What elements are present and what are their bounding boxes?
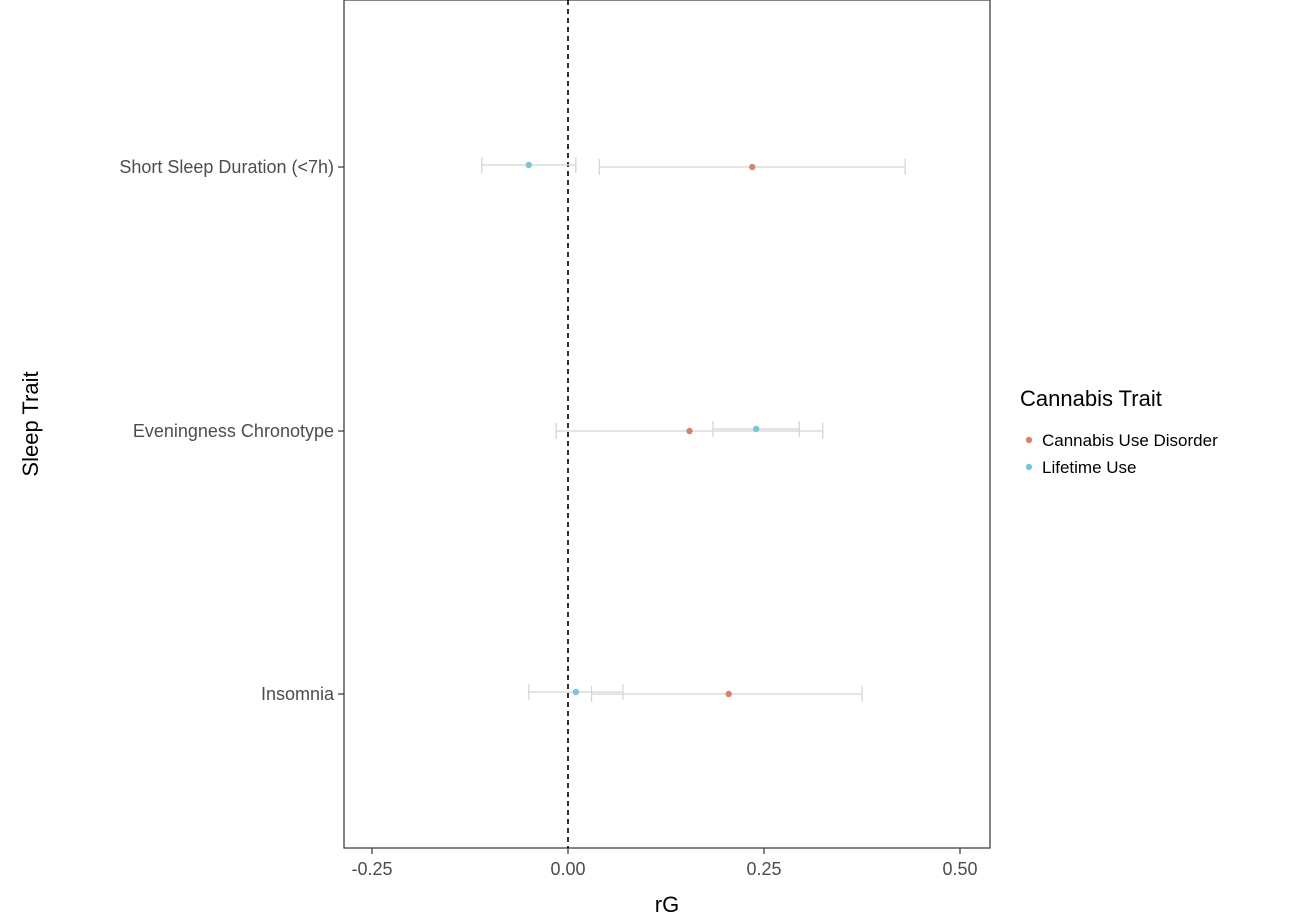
- x-axis-title: rG: [655, 892, 679, 917]
- point-cannabis-use-disorder: [749, 163, 756, 171]
- legend-label-cannabis-use-disorder: Cannabis Use Disorder: [1042, 431, 1218, 450]
- point-lifetime-use: [572, 688, 580, 696]
- y-axis-title: Sleep Trait: [18, 371, 43, 476]
- y-axis: Short Sleep Duration (<7h) Eveningness Ch…: [119, 157, 344, 704]
- legend-key-lifetime-use: [1025, 463, 1033, 471]
- x-tick-label: 0.50: [942, 859, 977, 879]
- point-lifetime-use: [525, 161, 532, 169]
- point-cannabis-use-disorder: [686, 427, 693, 435]
- y-tick-label: Eveningness Chronotype: [133, 421, 334, 441]
- plot-panel: [343, 0, 991, 849]
- legend-label-lifetime-use: Lifetime Use: [1042, 458, 1136, 477]
- legend: Cannabis Trait Cannabis Use Disorder Life…: [1020, 386, 1218, 477]
- x-tick-label: 0.00: [550, 859, 585, 879]
- data-points: [525, 161, 760, 698]
- point-cannabis-use-disorder: [725, 690, 732, 698]
- legend-key-cannabis-use-disorder: [1025, 436, 1033, 444]
- y-tick-label: Short Sleep Duration (<7h): [119, 157, 334, 177]
- x-tick-label: 0.25: [746, 859, 781, 879]
- legend-title: Cannabis Trait: [1020, 386, 1162, 411]
- x-axis: -0.25 0.00 0.25 0.50: [351, 848, 978, 879]
- y-tick-label: Insomnia: [261, 684, 335, 704]
- point-lifetime-use: [752, 425, 760, 433]
- x-tick-label: -0.25: [351, 859, 392, 879]
